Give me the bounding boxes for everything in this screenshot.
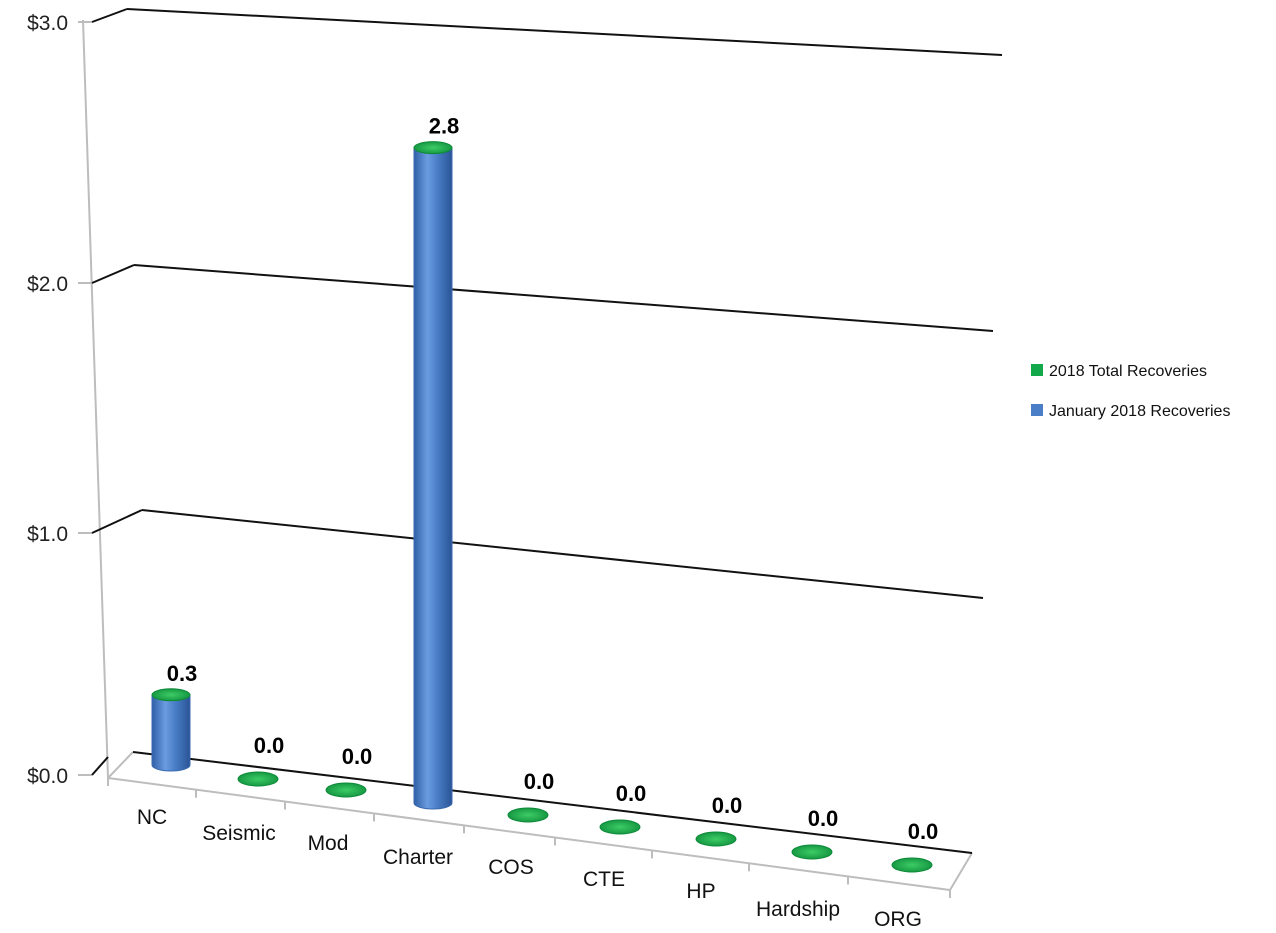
bar-body <box>413 147 453 810</box>
bars <box>151 141 933 873</box>
category-label: COS <box>488 856 534 879</box>
y-tick-label: $2.0 <box>27 273 68 296</box>
data-label: 0.0 <box>342 744 373 769</box>
category-label: ORG <box>874 908 922 931</box>
gridline-connector <box>91 756 109 776</box>
bar-cte <box>599 819 641 835</box>
data-label: 0.0 <box>712 793 743 818</box>
floor-left-edge <box>107 751 134 779</box>
category-label: Seismic <box>202 822 276 845</box>
bar-cap <box>325 782 367 798</box>
data-label: 0.3 <box>167 661 198 686</box>
bar-charter <box>413 141 453 810</box>
bar-cos <box>507 807 549 823</box>
bar-cap <box>695 831 737 847</box>
gridline-connector <box>91 509 143 534</box>
gridlines <box>126 8 1003 599</box>
data-label: 0.0 <box>616 781 647 806</box>
bar-cap <box>237 771 279 787</box>
data-label: 0.0 <box>808 806 839 831</box>
category-labels: NC Seismic Mod Charter COS CTE HP Hardship ORG <box>137 806 922 931</box>
floor-front-edge <box>107 777 951 891</box>
chart-walls <box>82 19 109 779</box>
y-axis-ticks: $0.0 $1.0 $2.0 $3.0 <box>27 8 143 788</box>
bar-cap <box>507 807 549 823</box>
category-label: Charter <box>383 846 453 869</box>
bar-cap <box>891 857 933 873</box>
data-label: 0.0 <box>254 733 285 758</box>
floor-back-edge <box>132 751 973 854</box>
floor-right-edge <box>949 852 973 891</box>
left-wall-edge <box>82 19 109 779</box>
bar-hp <box>695 831 737 847</box>
bar-cap <box>791 844 833 860</box>
category-label: NC <box>137 806 167 829</box>
data-label: 0.0 <box>524 769 555 794</box>
bar-seismic <box>237 771 279 787</box>
legend-swatch-total <box>1031 364 1043 376</box>
bar-cap <box>599 819 641 835</box>
bar-org <box>891 857 933 873</box>
data-label: 2.8 <box>429 114 460 139</box>
legend-label-january: January 2018 Recoveries <box>1049 403 1230 420</box>
bar-mod <box>325 782 367 798</box>
bar-cap <box>151 688 191 702</box>
category-label: Mod <box>308 832 349 855</box>
y-tick-label: $1.0 <box>27 523 68 546</box>
category-label: HP <box>686 880 715 903</box>
category-label: CTE <box>583 868 625 891</box>
gridline <box>141 509 984 599</box>
category-label: Hardship <box>756 898 840 921</box>
bar-body <box>151 694 191 772</box>
bar-cap <box>413 141 453 155</box>
gridline-connector <box>91 8 128 23</box>
gridline <box>133 264 994 332</box>
legend-swatch-january <box>1031 404 1043 416</box>
y-tick-label: $3.0 <box>27 12 68 35</box>
data-labels: 0.3 0.0 0.0 2.8 0.0 0.0 0.0 0.0 0.0 <box>167 114 939 844</box>
gridline <box>126 8 1003 56</box>
bar-nc <box>151 688 191 772</box>
y-tick-label: $0.0 <box>27 765 68 788</box>
data-label: 0.0 <box>908 819 939 844</box>
legend-label-total: 2018 Total Recoveries <box>1049 363 1207 380</box>
legend: 2018 Total Recoveries January 2018 Recov… <box>1031 363 1230 420</box>
bar-hardship <box>791 844 833 860</box>
gridline-connector <box>91 264 135 284</box>
